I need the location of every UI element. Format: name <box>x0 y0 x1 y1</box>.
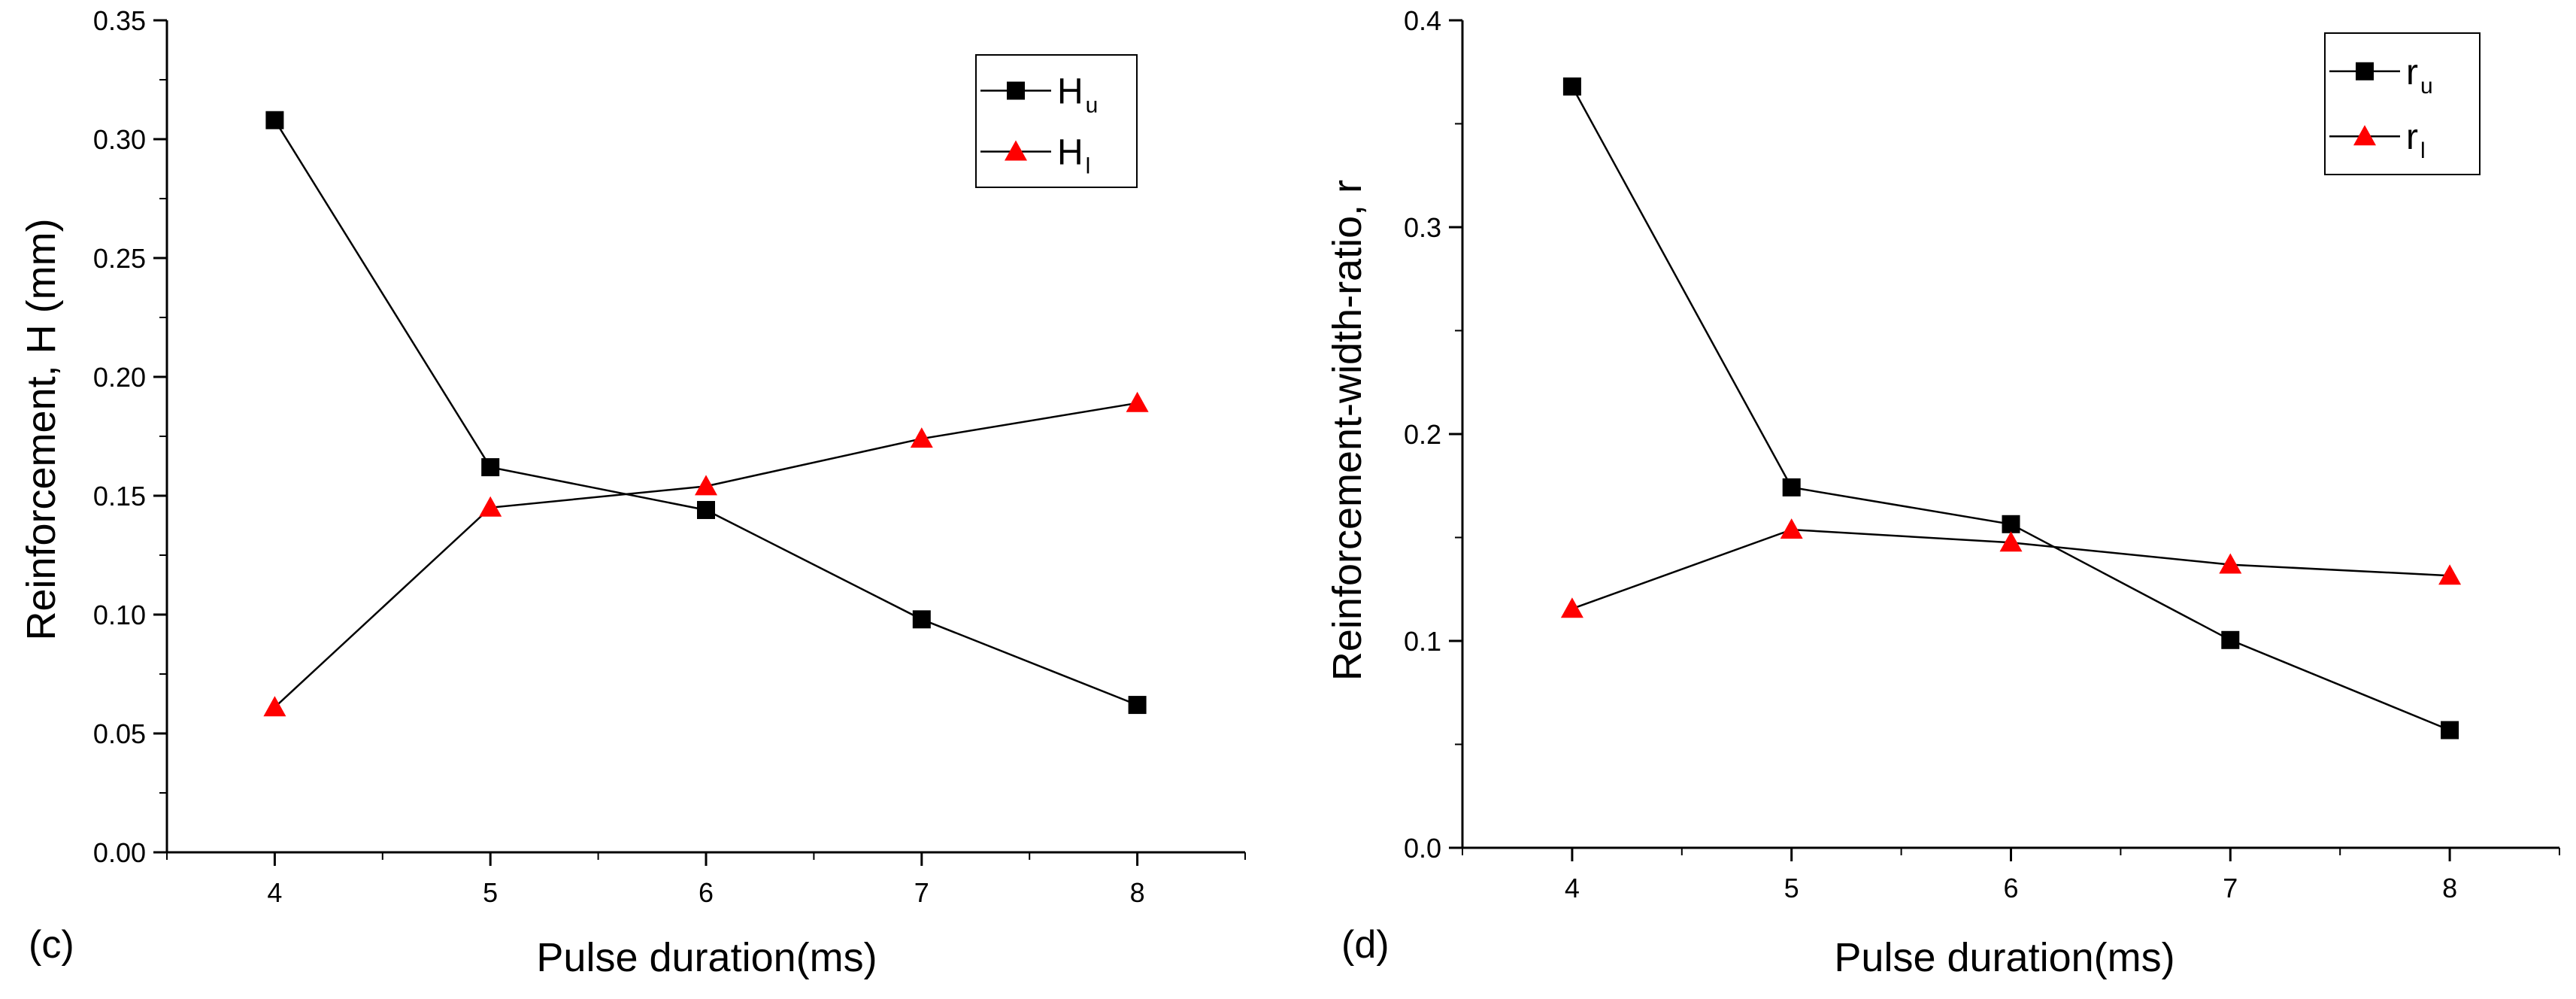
y-tick-label-c: 0.20 <box>93 362 146 393</box>
x-tick-label-d: 4 <box>1565 873 1580 903</box>
legend-box-c <box>975 54 1138 188</box>
data-point-h-l-c <box>695 475 717 496</box>
y-tick-label-c: 0.00 <box>93 837 146 868</box>
y-axis-title-c: Reinforcement, H (mm) <box>19 218 64 640</box>
legend-subscript-r-u-d: u <box>2420 74 2433 99</box>
data-point-h-u-c <box>265 111 284 129</box>
data-point-h-u-c <box>697 500 715 519</box>
x-tick-label-c: 5 <box>483 877 498 908</box>
x-tick-label-d: 7 <box>2223 873 2238 903</box>
axes-c: 0.00 0.05 0.10 0.15 0.20 0.25 0.30 0.35 4 5 6 7 8 <box>93 5 1246 908</box>
data-point-h-l-c <box>479 496 502 517</box>
x-tick-label-c: 8 <box>1130 877 1145 908</box>
data-point-h-l-c <box>263 696 286 717</box>
legend-marker-h-l-c <box>1005 140 1027 161</box>
x-tick-label-c: 6 <box>699 877 714 908</box>
data-point-h-u-c <box>481 458 500 477</box>
legend-marker-r-l-d <box>2353 125 2376 146</box>
data-point-r-u-d <box>2221 630 2240 649</box>
y-tick-label-c: 0.35 <box>93 5 146 36</box>
x-tick-label-c: 7 <box>914 877 929 908</box>
data-point-r-u-d <box>2002 515 2020 533</box>
x-axis-title-c: Pulse duration(ms) <box>536 935 877 980</box>
data-point-r-u-d <box>1562 77 1581 96</box>
data-point-r-u-d <box>2441 721 2459 739</box>
data-point-r-l-d <box>2219 553 2242 574</box>
x-tick-label-d: 6 <box>2003 873 2018 903</box>
axes-d: 0.0 0.1 0.2 0.3 0.4 4 5 6 7 8 <box>1404 5 2560 903</box>
y-tick-label-d: 0.0 <box>1404 833 1441 864</box>
data-point-r-u-d <box>1782 478 1801 496</box>
data-point-h-u-c <box>1128 696 1147 715</box>
legend-marker-r-u-d <box>2356 62 2374 80</box>
y-axis-title-d: Reinforcement-width-ratio, r <box>1325 180 1370 681</box>
legend-d: r ur l <box>2324 32 2481 175</box>
legend-marker-h-u-c <box>1007 81 1025 100</box>
y-tick-label-c: 0.25 <box>93 243 146 274</box>
panel-label-d: (d) <box>1341 923 1390 967</box>
series-group-c <box>263 111 1149 717</box>
legend-box-d <box>2324 32 2481 175</box>
panel-label-c: (c) <box>29 923 74 967</box>
chart-panel-d: 0.00.10.20.30.44 5 6 7 8 r ur l Reinforcement-… <box>1325 5 2560 980</box>
y-tick-label-c: 0.15 <box>93 481 146 512</box>
y-tick-label-d: 0.2 <box>1404 419 1441 450</box>
x-tick-label-c: 4 <box>267 877 282 908</box>
x-axis-title-d: Pulse duration(ms) <box>1834 935 2174 980</box>
legend-subscript-h-l-c: l <box>1086 153 1091 178</box>
data-point-h-l-c <box>1126 391 1149 412</box>
y-tick-label-d: 0.4 <box>1404 5 1441 36</box>
y-tick-label-c: 0.05 <box>93 718 146 749</box>
data-point-r-l-d <box>1780 518 1803 539</box>
data-point-r-l-d <box>2438 564 2462 585</box>
y-tick-label-d: 0.1 <box>1404 626 1441 657</box>
x-tick-label-d: 5 <box>1784 873 1799 903</box>
legend-subscript-h-u-c: u <box>1086 93 1099 118</box>
data-point-h-u-c <box>912 610 931 629</box>
data-point-h-l-c <box>910 427 933 448</box>
data-point-r-l-d <box>1999 531 2023 552</box>
y-tick-label-c: 0.30 <box>93 124 146 155</box>
data-point-r-l-d <box>1560 597 1583 618</box>
x-tick-label-d: 8 <box>2442 873 2457 903</box>
series-group-d <box>1560 77 2462 739</box>
y-tick-label-d: 0.3 <box>1404 212 1441 243</box>
legend-subscript-r-l-d: l <box>2420 138 2426 163</box>
y-tick-label-c: 0.10 <box>93 600 146 630</box>
